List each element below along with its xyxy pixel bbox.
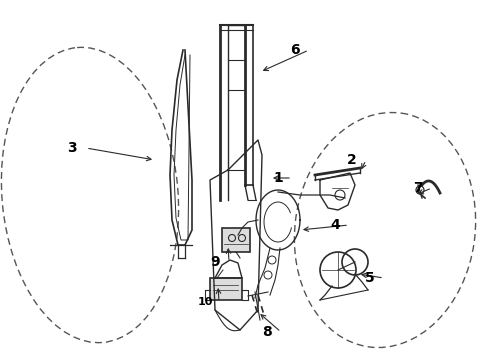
- Bar: [210, 278, 242, 300]
- Bar: [222, 228, 250, 252]
- Text: 6: 6: [290, 43, 300, 57]
- Text: 3: 3: [67, 141, 77, 155]
- Text: 4: 4: [330, 218, 340, 232]
- Text: 9: 9: [210, 255, 220, 269]
- Text: 2: 2: [347, 153, 357, 167]
- Text: 7: 7: [413, 181, 423, 195]
- Text: 10: 10: [197, 297, 213, 307]
- Text: 5: 5: [365, 271, 375, 285]
- Text: 1: 1: [273, 171, 283, 185]
- Text: 8: 8: [262, 325, 272, 339]
